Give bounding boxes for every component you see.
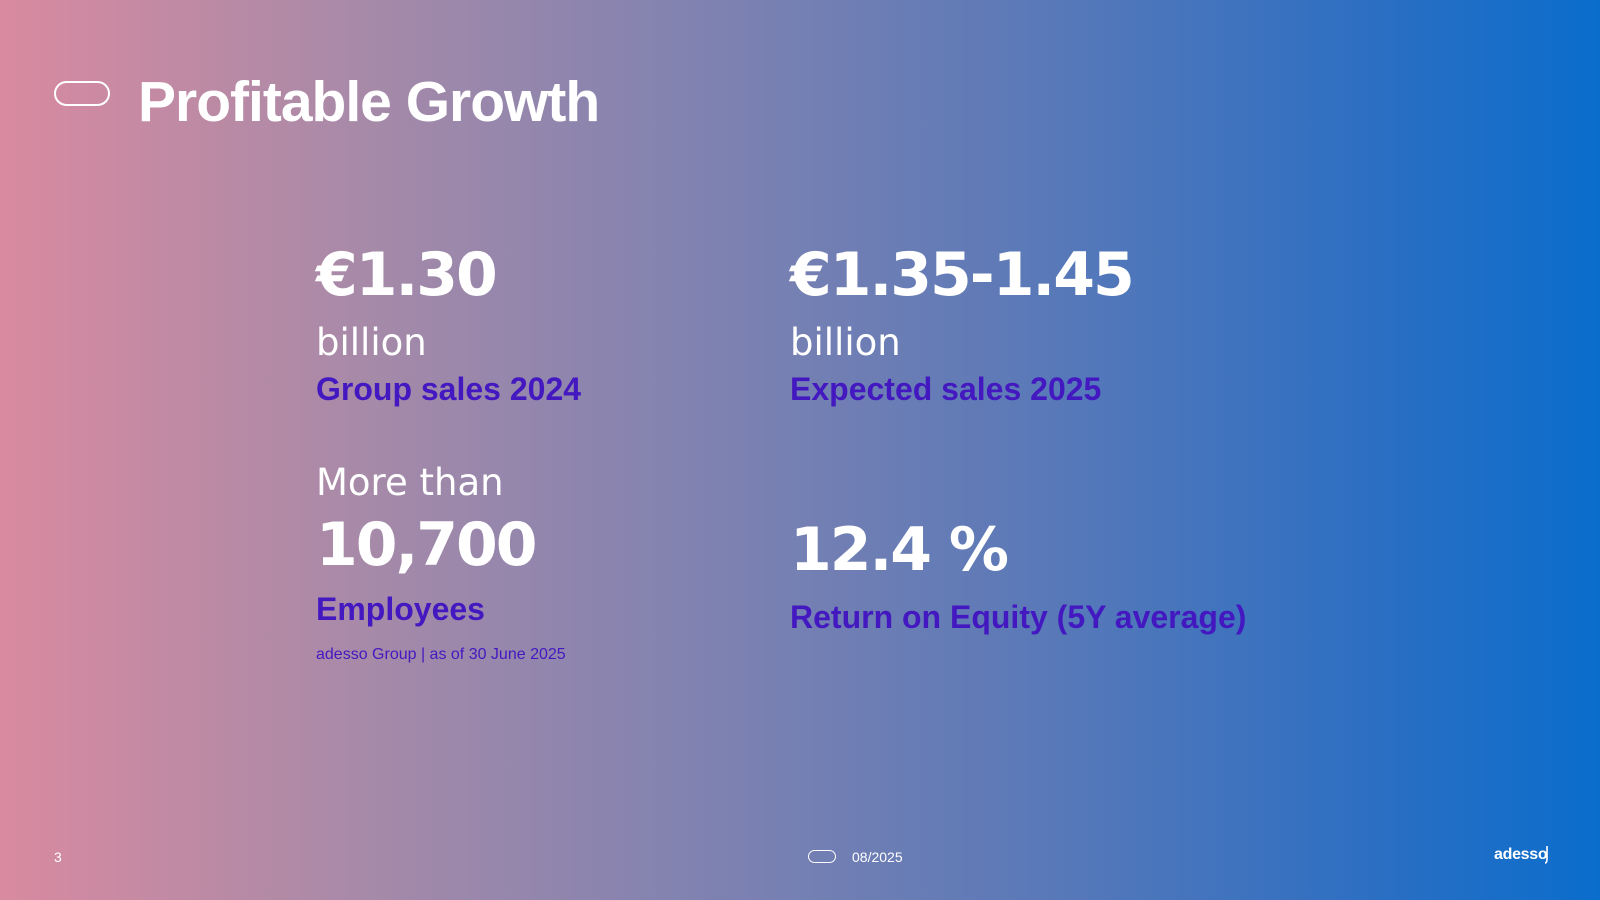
title-pill-icon bbox=[54, 81, 110, 106]
group-sales-value: €1.30 bbox=[316, 240, 498, 310]
page-number: 3 bbox=[54, 849, 62, 865]
adesso-logo: adesso bbox=[1494, 846, 1548, 863]
employees-value: 10,700 bbox=[316, 510, 538, 580]
employees-note: adesso Group | as of 30 June 2025 bbox=[316, 646, 566, 663]
expected-sales-label: Expected sales 2025 bbox=[790, 371, 1102, 407]
logo-bracket-icon bbox=[1545, 846, 1548, 864]
group-sales-label: Group sales 2024 bbox=[316, 371, 582, 407]
expected-sales-unit: billion bbox=[790, 321, 901, 364]
footer-pill-icon bbox=[808, 850, 836, 863]
expected-sales-value: €1.35-1.45 bbox=[790, 240, 1135, 310]
employees-label: Employees bbox=[316, 591, 485, 627]
slide-title: Profitable Growth bbox=[138, 70, 600, 134]
roe-label: Return on Equity (5Y average) bbox=[790, 599, 1247, 635]
employees-prefix: More than bbox=[316, 461, 504, 504]
group-sales-unit: billion bbox=[316, 321, 427, 364]
roe-value: 12.4 % bbox=[790, 515, 1009, 585]
footer-date: 08/2025 bbox=[852, 849, 903, 865]
